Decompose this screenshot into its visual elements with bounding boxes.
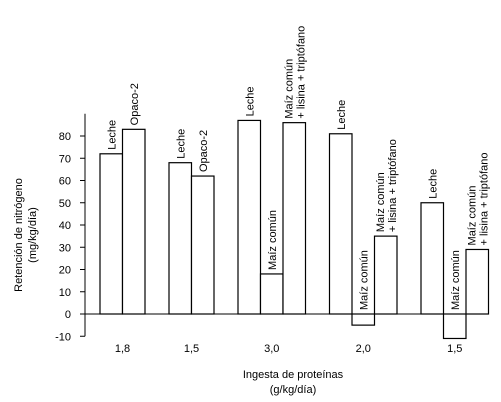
bar-label-line: Opaco-2 xyxy=(198,130,210,172)
bar-label-line: + lisina + triptófano xyxy=(478,153,490,246)
bar-label-line: Leche xyxy=(427,169,439,199)
bar xyxy=(442,313,467,340)
bar-label: Leche xyxy=(427,169,439,199)
bar xyxy=(351,313,376,326)
group-label: 1,5 xyxy=(184,343,199,355)
bar-label: Maíz común + lisina + triptófano xyxy=(283,26,307,119)
bar-label: Maíz común xyxy=(267,210,279,270)
y-tick-label: 80 xyxy=(59,131,71,143)
bar-label-line: Maíz común xyxy=(267,210,279,270)
bar xyxy=(328,133,353,315)
y-tick-label: 10 xyxy=(59,287,71,299)
group-label: 1,5 xyxy=(447,343,462,355)
bar-label-line: Leche xyxy=(106,120,118,150)
bar xyxy=(282,122,307,315)
y-tick-label: 40 xyxy=(59,220,71,232)
bar-label: Opaco-2 xyxy=(198,130,210,172)
bar-label: Leche xyxy=(175,129,187,159)
bar-label-line: Leche xyxy=(336,100,348,130)
bar xyxy=(121,128,146,315)
bar-label: Leche xyxy=(244,86,256,116)
bar-label: Opaco-2 xyxy=(129,83,141,125)
bar xyxy=(373,235,398,315)
bar xyxy=(237,119,262,315)
y-tick-label: -10 xyxy=(55,331,71,343)
bar-label-line: Leche xyxy=(244,86,256,116)
bar-label: Maíz común xyxy=(450,250,462,310)
bar-label: Maíz común + lisina + triptófano xyxy=(375,139,399,232)
bar-label: Leche xyxy=(106,120,118,150)
bar-label-line: Maíz común xyxy=(375,172,387,232)
bar-label: Leche xyxy=(336,100,348,130)
group-label: 1,8 xyxy=(115,343,130,355)
group-label: 3,0 xyxy=(264,343,279,355)
y-axis-label: Retención de nitrógeno (mg/kg/día) xyxy=(13,178,39,292)
y-tick-label: 50 xyxy=(59,198,71,210)
bar-label: Maíz común xyxy=(358,250,370,310)
bar-label-line: Opaco-2 xyxy=(129,83,141,125)
y-label-line: Retención de nitrógeno xyxy=(13,178,25,292)
y-tick-label: 70 xyxy=(59,153,71,165)
group-label: 2,0 xyxy=(356,343,371,355)
bar-label-line: Leche xyxy=(175,129,187,159)
bar xyxy=(168,162,193,315)
y-tick-label: 0 xyxy=(65,309,71,321)
bar-label-line: + lisina + triptófano xyxy=(295,26,307,119)
bar-label-line: Maíz común xyxy=(358,250,370,310)
bar xyxy=(99,153,124,315)
y-tick-label: 30 xyxy=(59,242,71,254)
bar-label-line: Maíz común xyxy=(283,59,295,119)
y-label-line: (mg/kg/día) xyxy=(27,207,39,263)
y-tick-label: 20 xyxy=(59,265,71,277)
bar xyxy=(190,175,215,315)
bar xyxy=(465,248,490,315)
bar xyxy=(259,273,284,315)
bar-label: Maíz común + lisina + triptófano xyxy=(466,153,490,246)
x-label-line: Ingesta de proteínas xyxy=(243,369,344,381)
y-tick-label: 60 xyxy=(59,176,71,188)
bar xyxy=(420,202,445,315)
bar-label-line: Maíz común xyxy=(450,250,462,310)
bar-label-line: + lisina + triptófano xyxy=(387,139,399,232)
x-label-line: (g/kg/día) xyxy=(270,384,316,396)
bar-label-line: Maíz común xyxy=(466,186,478,246)
